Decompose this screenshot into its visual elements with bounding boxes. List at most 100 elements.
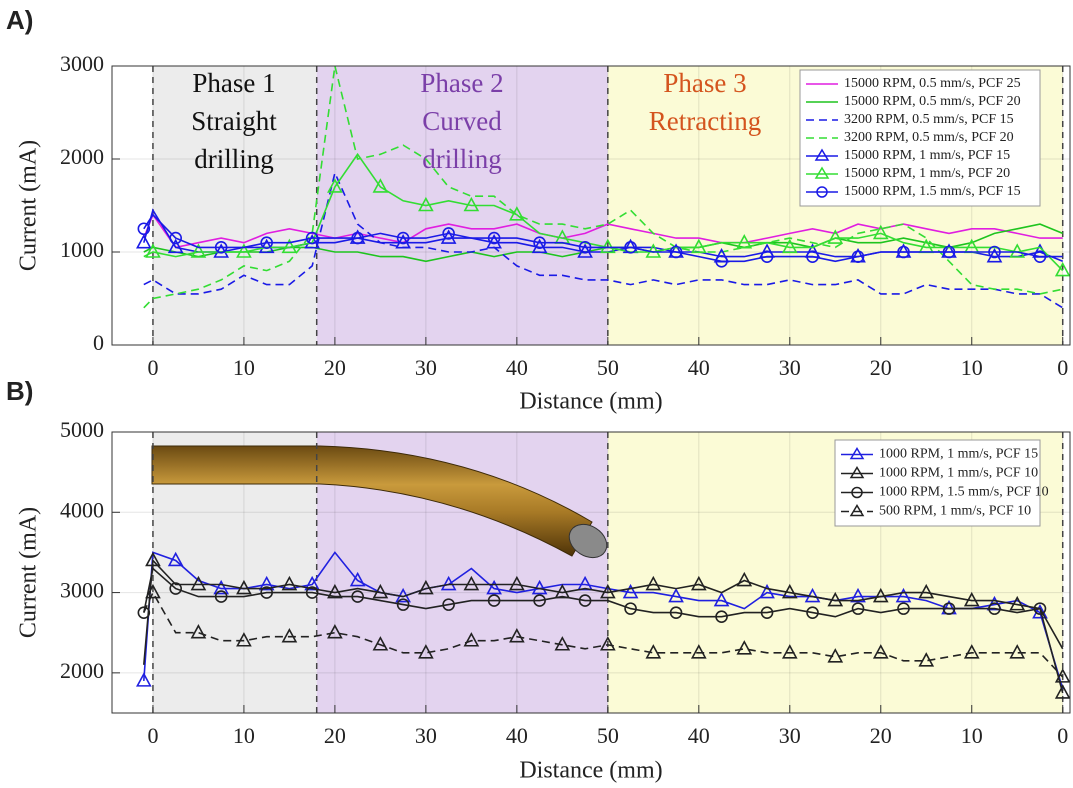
marker bbox=[305, 231, 319, 245]
marker bbox=[942, 245, 956, 259]
marker bbox=[827, 229, 844, 244]
plot-frame bbox=[111, 65, 1071, 346]
phase-label: Phase 3 bbox=[663, 68, 746, 98]
marker bbox=[760, 250, 774, 263]
plot-frame bbox=[111, 431, 1071, 714]
marker bbox=[281, 628, 298, 643]
x-tick-label: 30 bbox=[415, 723, 437, 748]
marker bbox=[578, 594, 592, 607]
marker bbox=[145, 583, 161, 599]
marker bbox=[1033, 602, 1047, 615]
marker bbox=[715, 254, 728, 268]
phase-label: drilling bbox=[194, 144, 274, 174]
legend-marker bbox=[814, 166, 830, 179]
phase-label: Phase 2 bbox=[420, 68, 503, 98]
marker bbox=[851, 250, 865, 263]
marker bbox=[349, 571, 366, 587]
marker bbox=[135, 234, 152, 249]
marker bbox=[806, 606, 819, 619]
x-tick-label: 20 bbox=[324, 355, 346, 380]
legend-label: 1000 RPM, 1 mm/s, PCF 10 bbox=[879, 466, 1038, 481]
x-axis-label: Distance (mm) bbox=[519, 758, 662, 784]
x-tick-label: 0 bbox=[147, 355, 158, 380]
marker bbox=[806, 250, 819, 263]
marker bbox=[872, 587, 889, 603]
marker bbox=[1009, 595, 1026, 611]
marker bbox=[372, 636, 389, 651]
y-tick-label: 4000 bbox=[60, 497, 104, 522]
marker bbox=[169, 231, 182, 245]
x-tick-label: 30 bbox=[779, 355, 801, 380]
marker bbox=[645, 644, 662, 659]
legend-marker bbox=[851, 486, 863, 499]
x-tick-label: 40 bbox=[506, 723, 528, 748]
marker bbox=[645, 575, 662, 591]
marker bbox=[167, 551, 184, 567]
marker bbox=[327, 624, 343, 639]
marker bbox=[624, 602, 637, 615]
x-tick-label: 30 bbox=[415, 355, 437, 380]
marker bbox=[236, 632, 252, 647]
marker bbox=[554, 636, 571, 651]
marker bbox=[236, 243, 252, 258]
x-tick-label: 20 bbox=[870, 355, 892, 380]
marker bbox=[895, 587, 912, 603]
marker bbox=[137, 222, 151, 236]
marker bbox=[850, 587, 866, 603]
marker bbox=[897, 245, 910, 259]
marker bbox=[137, 606, 151, 619]
y-axis-label: Current (mA) bbox=[16, 507, 42, 638]
marker bbox=[577, 575, 593, 591]
marker bbox=[851, 602, 865, 615]
phase-label: Retracting bbox=[649, 106, 761, 136]
marker bbox=[918, 583, 935, 599]
marker bbox=[963, 644, 980, 659]
drill-illustration bbox=[151, 445, 608, 559]
marker bbox=[260, 586, 273, 599]
marker bbox=[1033, 250, 1047, 263]
legend-label: 15000 RPM, 1 mm/s, PCF 20 bbox=[844, 166, 1010, 181]
marker bbox=[327, 178, 343, 193]
marker bbox=[599, 238, 616, 254]
marker bbox=[827, 648, 844, 663]
marker bbox=[487, 231, 501, 245]
marker bbox=[599, 636, 616, 651]
marker bbox=[190, 575, 207, 591]
drill-tip bbox=[568, 523, 608, 559]
marker bbox=[169, 582, 182, 595]
marker bbox=[135, 672, 152, 687]
marker bbox=[418, 579, 434, 595]
marker bbox=[533, 236, 546, 249]
x-tick-label: 40 bbox=[688, 355, 710, 380]
x-tick-label: 10 bbox=[233, 723, 255, 748]
plots: Phase 1 Straight drilling Phase 2 Curved dril… bbox=[6, 5, 1071, 784]
x-tick-label: 40 bbox=[688, 723, 710, 748]
marker bbox=[781, 238, 798, 254]
x-tick-label: 20 bbox=[870, 723, 892, 748]
marker bbox=[442, 598, 455, 611]
phase-region bbox=[152, 66, 317, 345]
x-tick-label: 40 bbox=[506, 355, 528, 380]
marker bbox=[988, 245, 1001, 259]
marker bbox=[715, 610, 728, 623]
phase-label: drilling bbox=[422, 144, 502, 174]
marker bbox=[963, 591, 980, 607]
marker bbox=[486, 579, 502, 595]
y-tick-label: 2000 bbox=[60, 144, 104, 169]
series-line bbox=[143, 590, 1064, 678]
marker bbox=[304, 575, 320, 591]
marker bbox=[690, 644, 707, 659]
legend-marker bbox=[849, 504, 865, 517]
legend-box bbox=[799, 69, 1041, 207]
x-tick-label: 0 bbox=[1057, 355, 1068, 380]
marker bbox=[396, 598, 410, 611]
marker bbox=[396, 231, 410, 245]
legend-label: 1000 RPM, 1 mm/s, PCF 15 bbox=[879, 447, 1038, 462]
marker bbox=[213, 579, 230, 595]
phase-label: Straight bbox=[191, 106, 277, 136]
marker bbox=[305, 586, 319, 599]
marker bbox=[372, 583, 389, 599]
legend-marker bbox=[816, 186, 828, 198]
series-line bbox=[143, 213, 1063, 249]
